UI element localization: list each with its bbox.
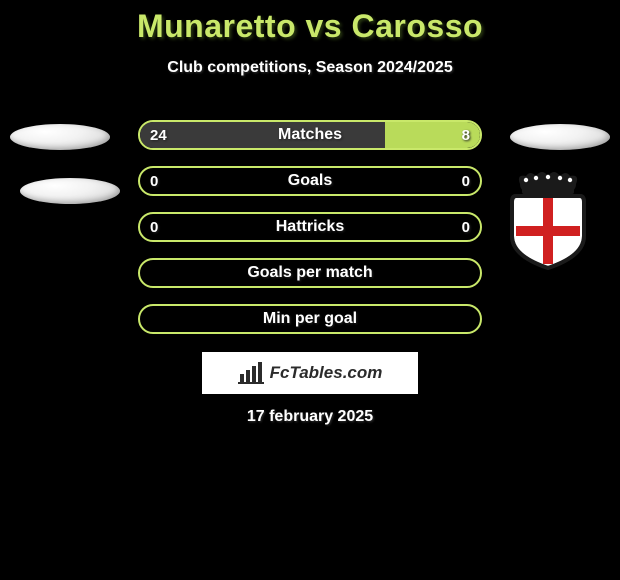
stat-row-hattricks: 0 Hattricks 0 <box>138 212 482 242</box>
shield-icon <box>498 170 598 270</box>
comparison-infographic: Munaretto vs Carosso Club competitions, … <box>0 0 620 580</box>
player-left-placeholder-1 <box>10 124 110 150</box>
stat-value-right: 0 <box>462 214 470 240</box>
stat-value-right: 0 <box>462 168 470 194</box>
stat-label: Min per goal <box>140 306 480 332</box>
stat-label: Hattricks <box>140 214 480 240</box>
stat-row-matches: 24 Matches 8 <box>138 120 482 150</box>
branding-badge: FcTables.com <box>202 352 418 394</box>
player-left-placeholder-2 <box>20 178 120 204</box>
branding-text: FcTables.com <box>270 363 383 383</box>
stat-label: Goals per match <box>140 260 480 286</box>
bar-chart-icon <box>238 362 264 384</box>
stat-row-min-per-goal: Min per goal <box>138 304 482 334</box>
stats-block: 24 Matches 8 0 Goals 0 0 Hattricks 0 Goa… <box>138 120 482 350</box>
stat-value-right: 8 <box>462 122 470 148</box>
page-title: Munaretto vs Carosso <box>0 0 620 45</box>
stat-row-goals-per-match: Goals per match <box>138 258 482 288</box>
player-right-placeholder <box>510 124 610 150</box>
stat-label: Matches <box>140 122 480 148</box>
date-label: 17 february 2025 <box>0 408 620 426</box>
stat-label: Goals <box>140 168 480 194</box>
subtitle: Club competitions, Season 2024/2025 <box>0 59 620 77</box>
stat-row-goals: 0 Goals 0 <box>138 166 482 196</box>
club-crest-right <box>498 170 598 270</box>
